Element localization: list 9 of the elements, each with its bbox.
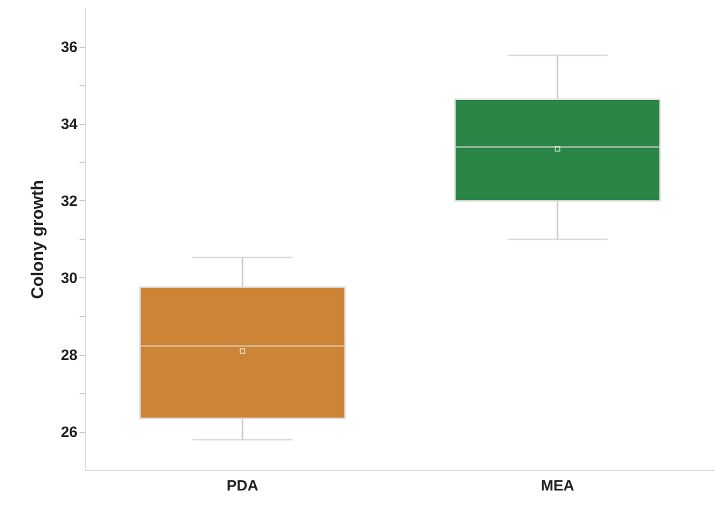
y-tick-label: 32 bbox=[60, 193, 78, 210]
x-tick-label: PDA bbox=[226, 478, 258, 494]
y-tick-label: 34 bbox=[60, 116, 78, 133]
y-tick-label: 30 bbox=[60, 270, 78, 287]
x-tick-label: MEA bbox=[540, 478, 574, 494]
y-tick-label: 28 bbox=[60, 347, 78, 364]
y-axis-title: Colony growth bbox=[28, 180, 47, 299]
y-tick-label: 26 bbox=[60, 424, 78, 441]
y-tick-label: 36 bbox=[60, 39, 78, 56]
